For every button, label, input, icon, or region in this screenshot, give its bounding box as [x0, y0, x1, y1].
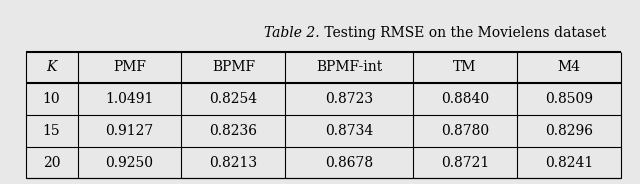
Text: 0.8296: 0.8296 — [545, 124, 593, 138]
Text: K: K — [46, 60, 57, 74]
Text: Table 2.: Table 2. — [264, 26, 320, 40]
Text: 0.8236: 0.8236 — [209, 124, 257, 138]
Text: 0.8840: 0.8840 — [441, 92, 489, 106]
Text: BPMF: BPMF — [212, 60, 255, 74]
Text: 0.8241: 0.8241 — [545, 156, 593, 170]
Text: Testing RMSE on the Movielens dataset: Testing RMSE on the Movielens dataset — [320, 26, 606, 40]
Text: 0.8721: 0.8721 — [441, 156, 489, 170]
Text: 0.8723: 0.8723 — [325, 92, 373, 106]
Text: M4: M4 — [557, 60, 580, 74]
Text: BPMF-int: BPMF-int — [316, 60, 382, 74]
Text: TM: TM — [453, 60, 477, 74]
Text: 10: 10 — [43, 92, 60, 106]
Text: 1.0491: 1.0491 — [106, 92, 154, 106]
Text: 0.8678: 0.8678 — [325, 156, 373, 170]
Text: 20: 20 — [43, 156, 60, 170]
Text: 0.8254: 0.8254 — [209, 92, 257, 106]
Text: 0.8780: 0.8780 — [441, 124, 489, 138]
Text: 0.8213: 0.8213 — [209, 156, 257, 170]
Text: PMF: PMF — [113, 60, 146, 74]
Text: 0.9127: 0.9127 — [106, 124, 154, 138]
Text: 0.9250: 0.9250 — [106, 156, 154, 170]
Text: 0.8734: 0.8734 — [325, 124, 373, 138]
Text: 15: 15 — [43, 124, 60, 138]
Text: 0.8509: 0.8509 — [545, 92, 593, 106]
